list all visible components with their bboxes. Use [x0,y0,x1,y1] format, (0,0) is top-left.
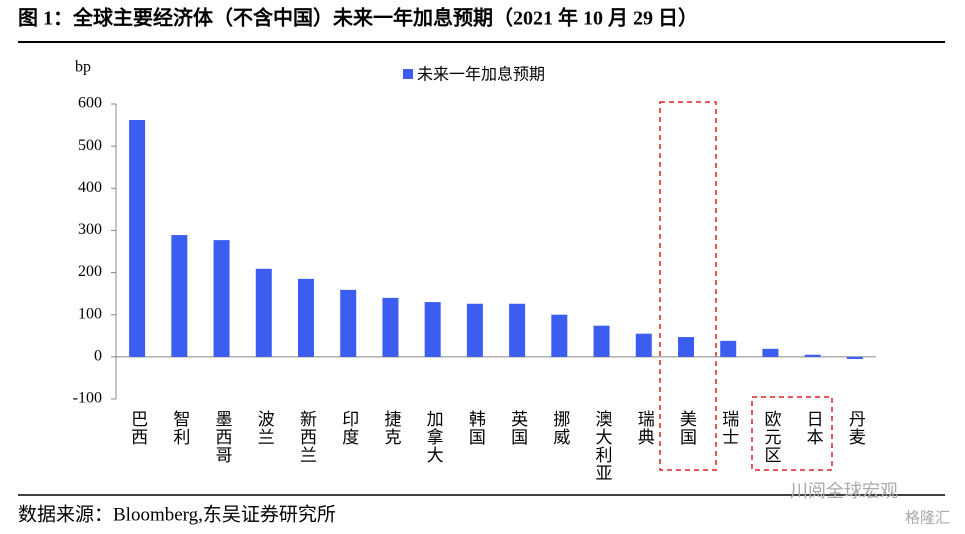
bar [466,303,483,357]
y-tick-label: 0 [94,348,102,365]
highlight-box [659,101,717,471]
x-tick-label: 日本 [803,410,824,446]
x-tick-label: 巴西 [127,410,147,446]
x-tick-label: 加拿大 [423,410,444,464]
bar [213,240,230,357]
x-tick-label: 印度 [338,410,359,446]
bar [255,268,272,357]
bar [678,337,694,357]
bar [340,289,357,357]
y-axis-label: bp [75,59,91,76]
chart-title: 图 1：全球主要经济体（不含中国）未来一年加息预期（2021 年 10 月 29… [18,6,698,30]
bar [424,302,441,357]
bar [171,235,188,357]
bar [551,314,568,357]
watermark: 格隆汇 [905,509,950,527]
bar [509,303,526,357]
x-tick-label: 新西兰 [296,410,317,464]
y-tick-label: -100 [73,390,102,407]
x-tick-label: 美国 [676,410,697,446]
x-tick-label: 捷克 [380,410,401,446]
x-tick-label: 墨西哥 [212,410,233,464]
x-tick-label: 挪威 [549,410,570,446]
y-tick-label: 400 [78,179,102,196]
x-tick-label: 波兰 [254,410,275,446]
bar [382,297,399,357]
bar [298,278,314,357]
x-tick-label: 欧元区 [760,410,781,464]
y-tick-label: 100 [78,305,102,322]
bar [762,348,779,357]
y-tick-label: 300 [78,221,102,238]
legend-swatch [403,69,413,79]
bar [846,356,863,359]
source-note: 数据来源：Bloomberg,东吴证券研究所 [18,503,336,525]
legend-label: 未来一年加息预期 [417,65,545,84]
bar [720,340,737,357]
x-tick-label: 澳大利亚 [592,410,613,482]
bar [635,333,652,357]
x-tick-label: 韩国 [465,410,486,446]
watermark: 川阅全球宏观 [790,481,898,502]
highlight-box [751,396,833,471]
bar [593,325,610,357]
x-tick-label: 瑞士 [718,410,739,446]
x-tick-label: 瑞典 [634,410,655,446]
bar [129,120,146,357]
y-tick-label: 200 [78,263,102,280]
y-tick-label: 600 [78,95,102,112]
x-tick-label: 智利 [169,410,190,446]
bar [804,354,821,357]
x-tick-label: 英国 [507,410,528,446]
y-tick-label: 500 [78,137,102,154]
x-tick-label: 丹麦 [845,410,866,446]
